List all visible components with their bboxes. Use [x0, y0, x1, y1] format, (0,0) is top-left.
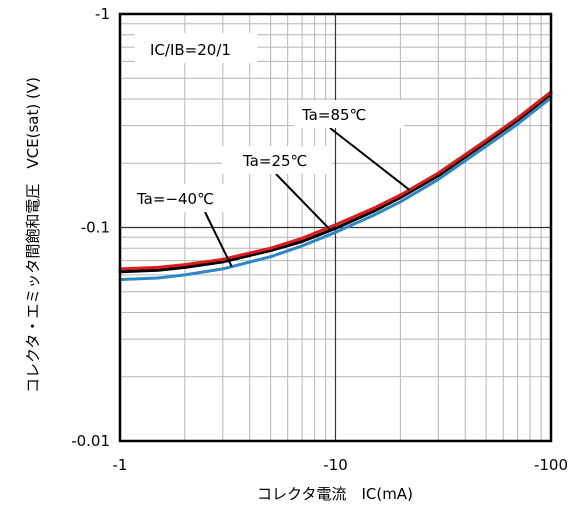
x-tick-labels: -1 -10 -100 — [113, 456, 569, 474]
y-tick-label: -1 — [95, 5, 110, 23]
series-label-85: Ta=85℃ — [301, 106, 366, 124]
x-tick-label: -10 — [323, 456, 348, 474]
label-leader-line — [329, 127, 410, 191]
y-tick-labels: -0.01 -0.1 -1 — [71, 5, 110, 450]
plot-frame — [118, 12, 553, 443]
condition-label-box — [135, 33, 257, 63]
label-box-minus40 — [122, 184, 242, 212]
x-tick-label: -100 — [534, 456, 568, 474]
label-box-25 — [222, 146, 332, 174]
series-label-25: Ta=25℃ — [242, 152, 307, 170]
label-leader-line — [275, 173, 332, 232]
condition-label: IC/IB=20/1 — [150, 41, 231, 59]
x-tick-label: -1 — [113, 456, 128, 474]
y-axis-label: コレクタ・エミッタ間飽和電圧 VCE(sat) (V) — [24, 77, 42, 393]
y-tick-label: -0.1 — [81, 219, 110, 237]
series-line — [118, 92, 553, 274]
label-box-85 — [294, 100, 404, 128]
series-line — [118, 96, 553, 282]
x-axis-label: コレクタ電流 IC(mA) — [257, 485, 413, 503]
label-leaders — [204, 127, 410, 268]
series-line — [118, 90, 553, 271]
series-layer — [118, 90, 553, 282]
series-label-minus40: Ta=−40℃ — [136, 190, 214, 208]
label-leader-line — [204, 211, 233, 268]
y-tick-label: -0.01 — [71, 432, 110, 450]
